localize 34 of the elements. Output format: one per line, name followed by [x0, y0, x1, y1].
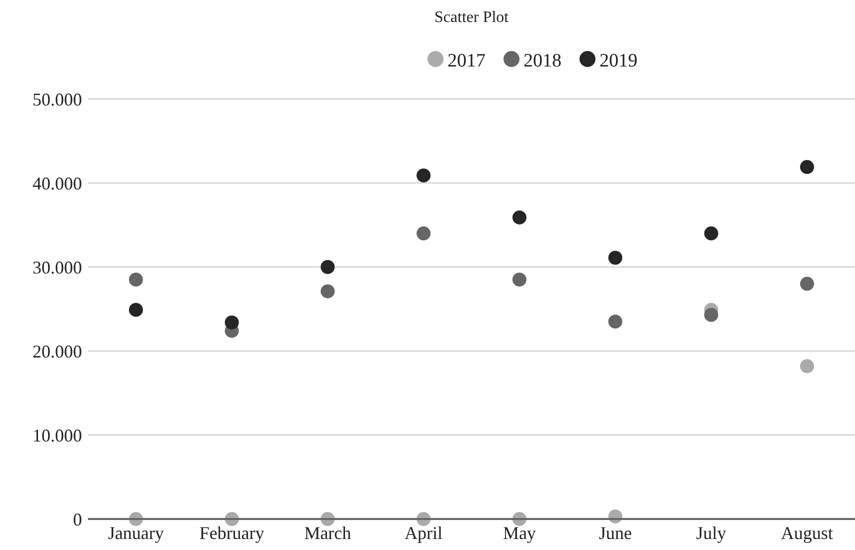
point — [800, 160, 814, 174]
y-tick-label: 0 — [73, 509, 82, 530]
x-tick-label: August — [781, 523, 834, 543]
legend-label: 2018 — [524, 50, 562, 72]
point — [320, 284, 335, 298]
point — [128, 302, 143, 317]
point — [512, 210, 526, 224]
point — [608, 314, 622, 329]
point — [320, 260, 335, 274]
x-tick-label: April — [404, 523, 443, 543]
y-tick-label: 40.000 — [32, 173, 82, 194]
chart-title: Scatter Plot — [434, 9, 510, 26]
point — [128, 272, 143, 287]
point — [800, 276, 814, 291]
x-tick-label: February — [199, 523, 264, 543]
point — [800, 359, 814, 374]
point — [416, 226, 431, 240]
point — [512, 272, 526, 287]
legend-label: 2017 — [448, 50, 486, 72]
x-tick-label: March — [304, 523, 352, 543]
y-tick-label: 10.000 — [32, 425, 82, 446]
x-tick-label: July — [696, 523, 726, 543]
x-tick-label: May — [502, 523, 536, 543]
legend-label: 2019 — [600, 50, 638, 72]
y-tick-label: 20.000 — [32, 341, 82, 362]
y-tick-label: 30.000 — [32, 257, 82, 278]
point — [416, 168, 431, 182]
point — [608, 250, 622, 265]
x-tick-label: January — [108, 523, 164, 543]
point — [704, 308, 718, 322]
y-tick-label: 50.000 — [32, 89, 82, 110]
x-tick-label: June — [598, 523, 632, 543]
point — [704, 226, 718, 240]
point — [224, 315, 239, 330]
